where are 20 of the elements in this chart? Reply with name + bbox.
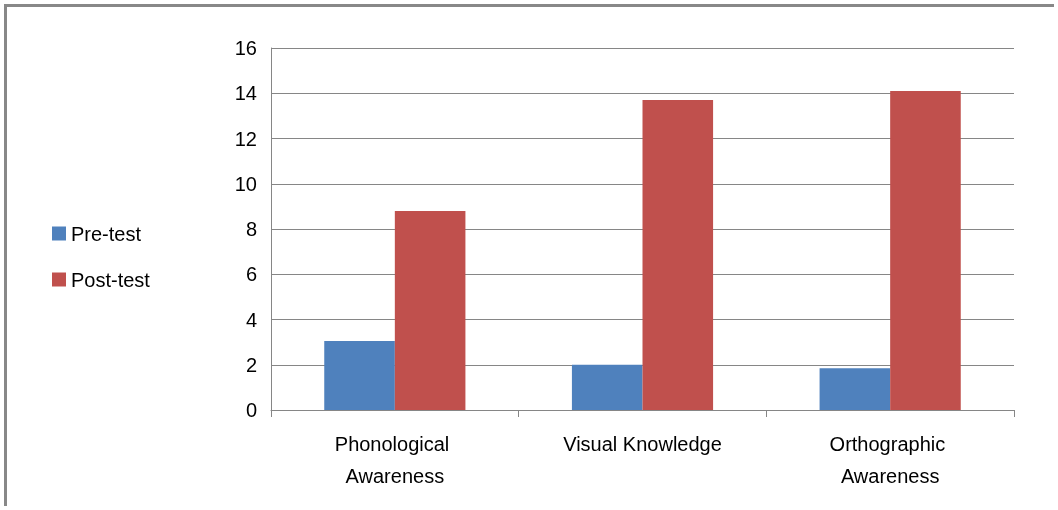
bar <box>324 340 395 410</box>
y-tick-label: 16 <box>234 37 257 59</box>
y-tick-label: 12 <box>234 127 257 150</box>
bar <box>642 100 714 410</box>
x-tick-label: Visual Knowledge <box>563 433 722 455</box>
bar <box>890 90 961 410</box>
y-tick-label: 14 <box>234 82 257 105</box>
y-tick-label: 10 <box>234 172 257 195</box>
bar <box>571 364 643 410</box>
y-tick-label: 6 <box>245 263 257 286</box>
y-tick-label: 2 <box>245 353 257 376</box>
legend-label: Post-test <box>71 268 151 291</box>
y-tick-label: 0 <box>245 399 257 421</box>
legend-label: Pre-test <box>71 222 142 245</box>
x-tick-label: Phonological Awareness <box>334 433 455 487</box>
x-tick-label: Orthographic Awareness <box>829 433 951 487</box>
y-tick-label: 4 <box>245 308 257 331</box>
y-tick-label: 8 <box>245 218 257 240</box>
bar <box>394 210 466 410</box>
bar <box>819 368 891 410</box>
